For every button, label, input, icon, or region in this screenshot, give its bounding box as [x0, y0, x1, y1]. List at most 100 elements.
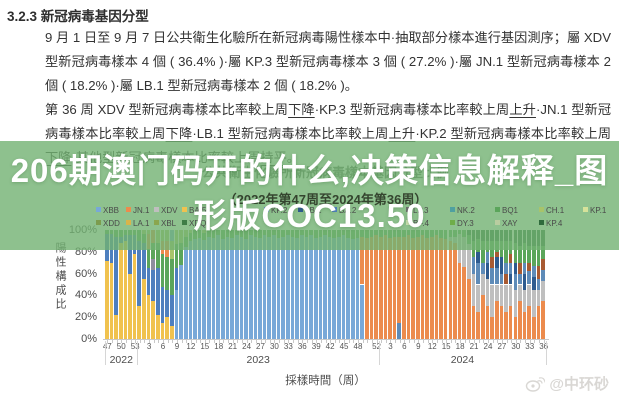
bar-segment — [471, 257, 476, 274]
legend-swatch — [406, 207, 411, 212]
bar-segment — [518, 262, 522, 274]
x-tick-mark — [506, 340, 508, 343]
x-tick-mark — [316, 340, 318, 343]
bar-segment — [346, 237, 350, 339]
legend-label: KP.1 — [590, 206, 607, 215]
bar-segment — [225, 236, 230, 339]
bar-segment — [518, 246, 522, 263]
legend-label: JN.1 — [133, 206, 150, 215]
bar-segment — [318, 236, 323, 339]
bar-segment — [494, 284, 499, 301]
bar-segment — [536, 246, 541, 266]
x-tick-mark — [311, 340, 313, 343]
x-tick-mark — [218, 340, 220, 343]
x-tick-mark — [251, 340, 253, 343]
bar-segment — [411, 237, 415, 339]
legend-item: KP.4 — [539, 219, 562, 228]
x-tick-mark — [501, 340, 503, 343]
bar-segment — [169, 295, 174, 326]
bar-segment — [211, 237, 216, 339]
bar-segment — [383, 235, 388, 339]
x-tick-mark — [163, 340, 165, 343]
bar-segment — [151, 259, 156, 271]
bar-segment — [128, 273, 132, 339]
x-tick-mark — [464, 340, 466, 343]
legend-label: BA.2 — [339, 206, 357, 215]
bar-segment — [156, 315, 160, 339]
x-tick-mark — [130, 340, 132, 343]
x-tick-mark — [121, 340, 123, 343]
x-tick-mark — [172, 340, 174, 343]
bar-segment — [165, 289, 169, 318]
watermark-text: @中环砂 — [549, 376, 609, 393]
legend-item: LA.1 — [126, 219, 149, 228]
x-tick-label: 48 — [353, 342, 363, 351]
x-tick-mark — [539, 340, 541, 343]
bar-segment — [527, 306, 532, 339]
legend-label: DY.3 — [457, 219, 474, 228]
bar-segment — [378, 236, 383, 339]
x-tick-mark — [418, 340, 420, 343]
legend-item: XDV — [154, 206, 177, 215]
overlay-banner-line2: 形版COC13.50 — [193, 197, 426, 234]
bar-segment — [536, 289, 541, 307]
bar-segment — [527, 262, 532, 272]
x-tick-mark — [306, 340, 308, 343]
legend-item: BQ1 — [495, 206, 518, 215]
legend-swatch — [182, 207, 187, 212]
bar-segment — [341, 235, 346, 339]
bar-segment — [281, 236, 286, 339]
bar-segment — [323, 235, 327, 339]
x-tick-label: 9 — [174, 342, 180, 351]
x-tick-mark — [460, 340, 462, 343]
paragraph: 9 月 1 日至 9 月 7 日公共衛生化驗所在新冠病毒陽性樣本中·抽取部分樣本… — [45, 26, 611, 98]
legend-swatch — [332, 207, 337, 212]
x-tick-mark — [246, 340, 248, 343]
trend-word: 上升 — [509, 102, 536, 117]
bar-segment — [392, 236, 397, 339]
x-tick-label: 27 — [497, 342, 507, 351]
x-tick-label: 45 — [339, 342, 349, 351]
bar-segment — [286, 235, 290, 339]
bar-segment — [453, 243, 457, 339]
x-tick-mark — [283, 340, 285, 343]
bar-segment — [508, 262, 513, 274]
bar-segment — [355, 237, 360, 339]
x-tick-mark — [153, 340, 155, 343]
x-tick-mark — [543, 340, 545, 343]
x-tick-mark — [413, 340, 415, 343]
legend-item: CH.1 — [539, 206, 564, 215]
year-separator — [546, 341, 547, 365]
text-segment: 比率較上周 — [544, 126, 612, 141]
x-tick-mark — [209, 340, 211, 343]
x-tick-label: 30 — [511, 342, 521, 351]
legend-item: XDQ — [182, 219, 206, 228]
y-tick-label: 40% — [74, 289, 97, 302]
bar-segment — [536, 279, 541, 290]
x-tick-mark — [265, 340, 267, 343]
bar-segment — [499, 257, 504, 274]
bar-segment — [541, 300, 545, 339]
legend-label: XDQ — [189, 219, 207, 228]
bar-segment — [541, 281, 545, 301]
y-tick-label: 20% — [74, 311, 97, 324]
bar-segment — [160, 322, 165, 339]
bar-segment — [360, 284, 364, 339]
x-tick-label: 21 — [469, 342, 479, 351]
legend-label: XAY — [502, 219, 518, 228]
x-tick-mark — [111, 340, 113, 343]
legend-swatch — [96, 220, 101, 225]
bar-segment — [481, 262, 485, 274]
bar-segment — [536, 306, 541, 339]
bar-segment — [527, 271, 532, 285]
section-heading: 3.2.3 新冠病毒基因分型 — [7, 9, 149, 24]
bar-segment — [160, 286, 165, 323]
legend-swatch — [126, 220, 131, 225]
x-tick-label: 24 — [483, 342, 493, 351]
bar-segment — [193, 238, 197, 339]
bar-segment — [457, 262, 462, 339]
bar-segment — [490, 268, 494, 285]
trend-word: 下降 — [288, 102, 315, 117]
x-tick-mark — [371, 340, 373, 343]
